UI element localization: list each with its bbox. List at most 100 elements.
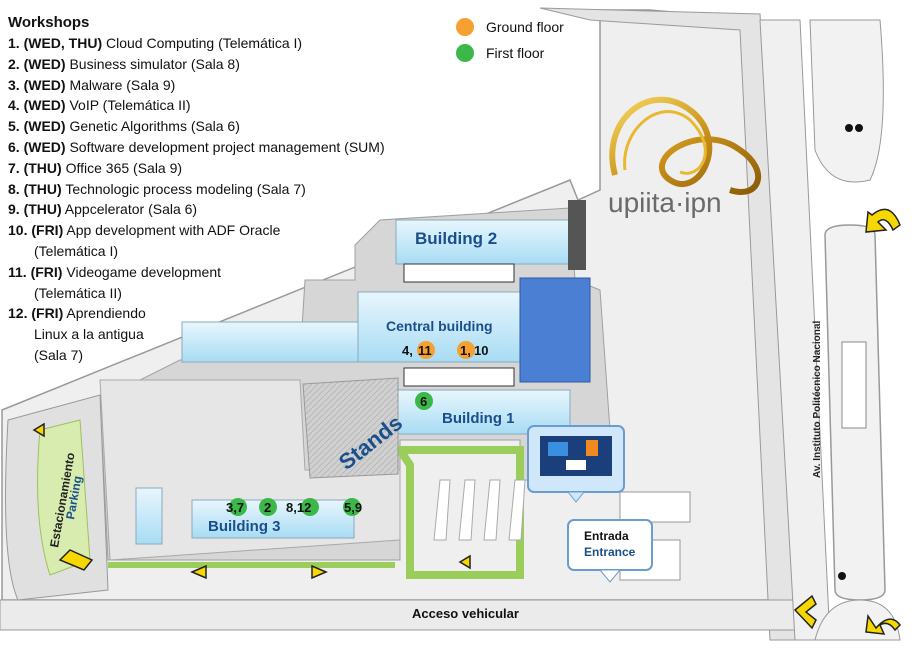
label-entrada: Entrada — [584, 529, 629, 543]
workshop-title: Office 365 (Sala 9) — [61, 159, 183, 176]
arrow-avenue-bottom-icon — [865, 613, 901, 635]
marker-label-2: 2 — [264, 500, 271, 515]
marker-first-8-12 — [301, 498, 319, 516]
workshop-title: Technologic process modeling (Sala 7) — [61, 180, 306, 197]
workshop-days: (WED) — [23, 138, 66, 155]
workshop-number: 12. — [8, 305, 28, 322]
workshop-number: 7. — [8, 159, 20, 176]
workshop-title: Videogame development — [62, 263, 222, 280]
central-building — [357, 291, 524, 363]
workshop-number: 3. — [8, 76, 20, 93]
arrow-icons — [32, 208, 901, 635]
workshop-days: (WED) — [23, 76, 66, 93]
bollard-2 — [855, 124, 863, 132]
legend-first-floor: First floor — [456, 44, 564, 62]
arrow-parking-icon — [58, 549, 94, 571]
island-top — [809, 19, 884, 183]
parking-stalls — [433, 479, 526, 541]
info-callout — [527, 425, 625, 503]
building-2 — [395, 219, 572, 265]
workshop-item: 5. (WED) Genetic Algorithms (Sala 6) — [8, 116, 448, 137]
arrow-road-icon — [793, 594, 817, 630]
marker-label-5-9: 5,9 — [344, 500, 362, 515]
building-3-west — [135, 487, 163, 545]
workshop-days: (FRI) — [30, 263, 63, 280]
workshop-title: Software development project management … — [65, 138, 385, 155]
workshop-title: Aprendiendo — [63, 305, 146, 322]
label-entrance: Entrance — [584, 545, 636, 559]
parking-lot-inner — [37, 419, 91, 576]
marker-label-1: 1, — [460, 343, 471, 358]
marker-label-11: 11 — [418, 343, 432, 358]
workshop-item: 11. (FRI) Videogame development — [8, 262, 448, 283]
label-central-building: Central building — [386, 318, 493, 334]
workshop-item: 3. (WED) Malware (Sala 9) — [8, 75, 448, 96]
arrow-road-left-icon — [190, 564, 207, 580]
central-west-wing — [181, 321, 359, 363]
workshop-days: (WED) — [23, 118, 66, 135]
workshop-title: Cloud Computing (Telemática I) — [102, 35, 303, 51]
stairs — [403, 263, 515, 387]
workshop-title: Business simulator (Sala 8) — [65, 55, 240, 72]
workshop-number: 9. — [8, 201, 20, 218]
workshop-days: (FRI) — [31, 222, 64, 239]
workshop-number: 4. — [8, 97, 20, 114]
workshop-item: 8. (THU) Technologic process modeling (S… — [8, 179, 448, 200]
marker-label-10: 10 — [474, 343, 488, 358]
workshop-item: 4. (WED) VoIP (Telemática II) — [8, 95, 448, 116]
workshop-item: 7. (THU) Office 365 (Sala 9) — [8, 158, 448, 179]
workshop-item: 6. (WED) Software development project ma… — [8, 137, 448, 158]
entrance-callout: Entrada Entrance — [567, 519, 653, 583]
central-blue-block — [519, 277, 591, 383]
workshop-number: 2. — [8, 55, 20, 72]
workshop-continuation: (Sala 7) — [34, 346, 84, 363]
workshop-number: 5. — [8, 118, 20, 135]
upiita-logo: upiita·ipn — [608, 96, 762, 218]
workshops-list: Workshops 1. (WED, THU) Cloud Computing … — [8, 14, 448, 366]
label-building-3: Building 3 — [208, 518, 281, 535]
marker-label-6: 6 — [420, 394, 427, 409]
arrow-road-right-icon — [311, 564, 328, 580]
logo-text: upiita·ipn — [608, 187, 722, 218]
label-avenue: Av. Instituto Politécnico Nacional — [812, 321, 823, 478]
workshop-title: App development with ADF Oracle — [63, 222, 281, 239]
workshop-days: (WED) — [23, 55, 66, 72]
marker-ground-11 — [417, 341, 435, 359]
workshop-continuation: (Telemática I) — [34, 242, 119, 259]
marker-ground-1 — [457, 341, 475, 359]
workshop-days: (THU) — [23, 159, 62, 176]
workshop-days: (FRI) — [31, 305, 64, 322]
workshop-item: 9. (THU) Appcelerator (Sala 6) — [8, 199, 448, 220]
workshop-number: 6. — [8, 138, 20, 155]
workshop-days: (THU) — [23, 201, 62, 218]
marker-first-3-7 — [229, 498, 247, 516]
workshop-title: Genetic Algorithms (Sala 6) — [65, 118, 240, 135]
workshops-items: 1. (WED, THU) Cloud Computing (Telemátic… — [8, 33, 448, 366]
workshop-item: 2. (WED) Business simulator (Sala 8) — [8, 54, 448, 75]
label-acceso: Acceso vehicular — [412, 606, 519, 621]
arrow-entrance-icon — [458, 554, 471, 570]
legend-ground-floor: Ground floor — [456, 18, 564, 36]
arrow-avenue-top-icon — [865, 208, 901, 233]
label-building-1: Building 1 — [442, 410, 515, 427]
workshops-title: Workshops — [8, 14, 90, 31]
marker-first-6 — [415, 392, 433, 410]
north-wing-ground — [539, 7, 801, 641]
bollard-1 — [845, 124, 853, 132]
workshop-continuation: Linux a la antigua — [34, 326, 144, 343]
marker-label-3-7: 3,7 — [226, 500, 244, 515]
marker-first-5-9 — [343, 498, 361, 516]
workshop-days: (WED, THU) — [23, 35, 103, 51]
green-walkway — [392, 446, 524, 579]
ground-floor-dot-icon — [456, 18, 474, 36]
workshop-item: 10. (FRI) App development with ADF Oracl… — [8, 220, 448, 241]
legend-ground-label: Ground floor — [486, 19, 564, 35]
marker-label-4: 4, — [402, 343, 413, 358]
building-2-annex — [568, 200, 586, 270]
workshop-number: 11. — [8, 263, 27, 280]
workshop-title: Appcelerator (Sala 6) — [61, 201, 198, 218]
arrow-parking-top-icon — [32, 422, 45, 438]
stands-area — [302, 377, 399, 479]
